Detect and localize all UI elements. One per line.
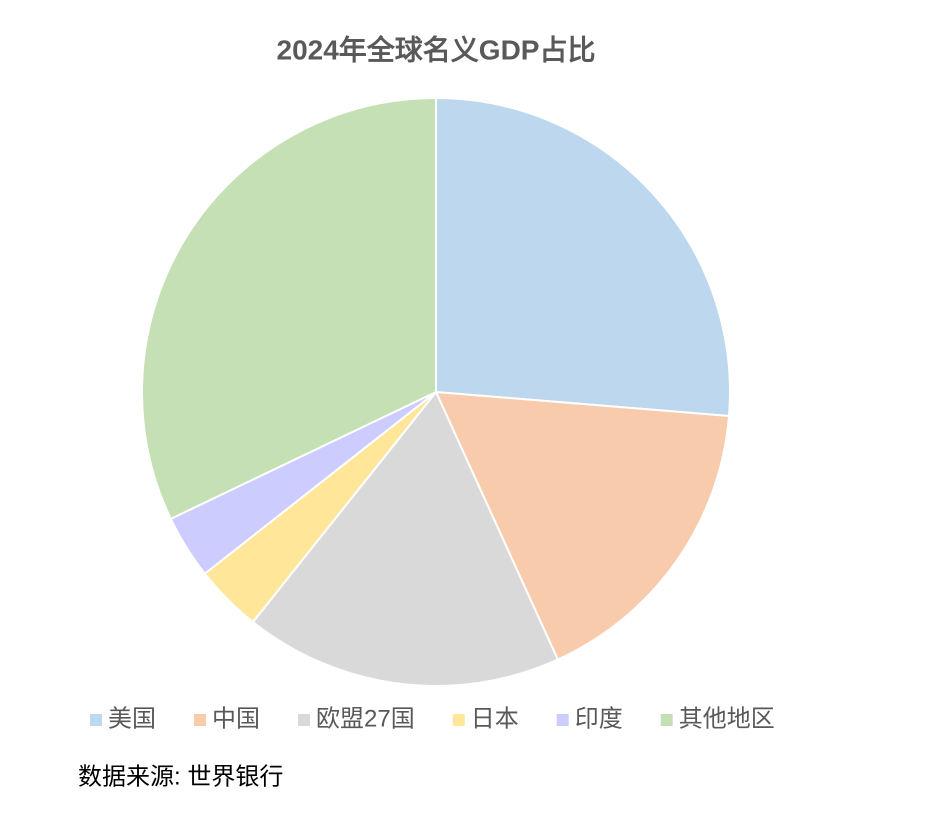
legend-swatch [660, 714, 673, 726]
pie-slice [435, 96, 731, 418]
legend-label: 日本 [471, 705, 519, 732]
chart-title: 2024年全球名义GDP占比 [277, 33, 596, 65]
pie-slice [434, 390, 731, 661]
pie-slice [141, 96, 437, 521]
legend-swatch [298, 714, 310, 726]
legend-label: 美国 [108, 705, 156, 732]
legend-label: 欧盟27国 [316, 705, 415, 732]
legend-label: 印度 [575, 705, 623, 732]
source-note: 数据来源: 世界银行 [78, 763, 283, 790]
legend-swatch [452, 714, 465, 726]
legend-swatch [556, 714, 569, 726]
legend-label: 中国 [212, 705, 260, 732]
legend-label: 其他地区 [679, 705, 775, 732]
pie-slice [251, 390, 560, 687]
legend-swatch [194, 714, 206, 726]
legend-swatch [90, 714, 102, 726]
